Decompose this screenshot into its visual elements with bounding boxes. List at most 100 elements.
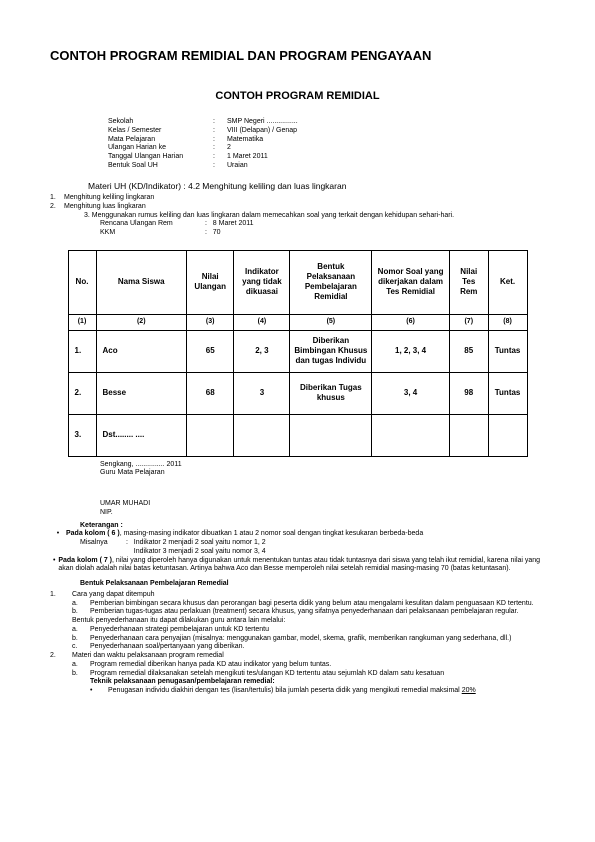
p1: Cara yang dapat ditempuh [72, 591, 155, 600]
cell-rem: 98 [449, 372, 488, 414]
sig-nip: NIP. [100, 509, 545, 518]
colnum: (8) [488, 314, 527, 330]
cell-rem [449, 414, 488, 456]
info-value: 2 [227, 144, 231, 153]
num: c. [72, 643, 90, 652]
sig-name: UMAR MUHADI [100, 500, 545, 509]
th-rem: Nilai Tes Rem [449, 250, 488, 314]
cell-bentuk [290, 414, 372, 456]
cell-rem: 85 [449, 330, 488, 372]
p2a: Program remedial diberikan hanya pada KD… [90, 661, 331, 670]
cell-no: 2. [68, 372, 96, 414]
info-value: Matematika [227, 136, 263, 145]
num: a. [72, 661, 90, 670]
bullet-icon: • [50, 530, 66, 539]
colnum: (4) [234, 314, 290, 330]
keterangan: Keterangan : •Pada kolom ( 6 ), masing-m… [50, 522, 545, 696]
info-label: Bentuk Soal UH [108, 162, 213, 171]
cell-no: 3. [68, 414, 96, 456]
num: 1. [50, 194, 64, 203]
th-ind: Indikator yang tidak dikuasai [234, 250, 290, 314]
misal-2: Indikator 3 menjadi 2 soal yaitu nomor 3… [128, 548, 266, 557]
num: 2. [50, 652, 72, 661]
colnum: (5) [290, 314, 372, 330]
colnum: (3) [187, 314, 234, 330]
bullet-icon: • [50, 557, 58, 575]
cell-ket: Tuntas [488, 372, 527, 414]
info-value: 1 Maret 2011 [227, 153, 268, 162]
cell-ket: Tuntas [488, 330, 527, 372]
info-label: Sekolah [108, 118, 213, 127]
indicator-list: 1.Menghitung keliling lingkaran 2.Menghi… [50, 194, 545, 212]
num: a. [72, 626, 90, 635]
rencana-label: Rencana Ulangan Rem [100, 220, 205, 229]
tek-title: Teknik pelaksanaan penugasan/pembelajara… [90, 678, 275, 685]
th-nomor: Nomor Soal yang dikerjakan dalam Tes Rem… [372, 250, 450, 314]
info-value: Uraian [227, 162, 248, 171]
indicator-sub3: 3. Menggunakan rumus keliling dan luas l… [84, 212, 545, 221]
tek-bullet: Penugasan individu diakhiri dengan tes (… [108, 687, 476, 696]
p1cb: Penyederhanaan cara penyajian (misalnya:… [90, 635, 511, 644]
main-title: CONTOH PROGRAM REMIDIAL DAN PROGRAM PENG… [50, 48, 545, 64]
ket-b2: Pada kolom ( 7 ), nilai yang diperoleh h… [58, 557, 545, 575]
info-value: VIII (Delapan) / Genap [227, 127, 297, 136]
colnum: (6) [372, 314, 450, 330]
info-value: SMP Negeri ................ [227, 118, 298, 127]
sig-role: Guru Mata Pelajaran [100, 469, 545, 478]
th-ket: Ket. [488, 250, 527, 314]
colon: : [213, 118, 227, 127]
bullet-icon: • [90, 687, 108, 696]
colon: : [205, 229, 213, 238]
p1a: Pemberian bimbingan secara khusus dan pe… [90, 600, 534, 609]
cell-ind: 2, 3 [234, 330, 290, 372]
indicator-item: Menghitung keliling lingkaran [64, 194, 154, 203]
cell-nilai: 65 [187, 330, 234, 372]
th-bentuk: Bentuk Pelaksanaan Pembelajaran Remidial [290, 250, 372, 314]
colon: : [213, 127, 227, 136]
cell-nomor [372, 414, 450, 456]
num: b. [72, 635, 90, 644]
cell-nilai [187, 414, 234, 456]
bpr-title: Bentuk Pelaksanaan Pembelajaran Remedial [80, 580, 545, 589]
kkm-label: KKM [100, 229, 205, 238]
kkm-value: 70 [213, 229, 221, 238]
sub-title: CONTOH PROGRAM REMIDIAL [50, 90, 545, 104]
cell-ket [488, 414, 527, 456]
cell-bentuk: Diberikan Tugas khusus [290, 372, 372, 414]
colnum: (1) [68, 314, 96, 330]
p1-after: Bentuk penyederhanaan itu dapat dilakuka… [72, 617, 545, 626]
colon: : [213, 153, 227, 162]
p1ca: Penyederhanaan strategi pembelajaran unt… [90, 626, 269, 635]
cell-no: 1. [68, 330, 96, 372]
num: a. [72, 600, 90, 609]
num: b. [72, 608, 90, 617]
info-label: Ulangan Harian ke [108, 144, 213, 153]
indicator-item: Menghitung luas lingkaran [64, 203, 146, 212]
th-nama: Nama Siswa [96, 250, 187, 314]
cell-nama: Dst........ .... [96, 414, 187, 456]
ket-title: Keterangan : [80, 522, 123, 529]
cell-nomor: 3, 4 [372, 372, 450, 414]
cell-nama: Besse [96, 372, 187, 414]
colon: : [205, 220, 213, 229]
remedial-table: No. Nama Siswa Nilai Ulangan Indikator y… [68, 250, 528, 457]
p1cc: Penyederhanaan soal/pertanyaan yang dibe… [90, 643, 245, 652]
colon: : [213, 162, 227, 171]
colnum: (7) [449, 314, 488, 330]
rencana-value: 8 Maret 2011 [213, 220, 254, 229]
cell-bentuk: Diberikan Bimbingan Khusus dan tugas Ind… [290, 330, 372, 372]
p1b: Pemberian tugas-tugas atau perlakuan (tr… [90, 608, 518, 617]
cell-ind [234, 414, 290, 456]
colon: : [213, 144, 227, 153]
num: 1. [50, 591, 72, 600]
colon: : [213, 136, 227, 145]
materi-line: Materi UH (KD/Indikator) : 4.2 Menghitun… [88, 181, 545, 192]
misal-label: Misalnya [80, 539, 126, 548]
p2b: Program remedial dilaksanakan setelah me… [90, 670, 444, 679]
th-no: No. [68, 250, 96, 314]
misal-1: Indikator 2 menjadi 2 soal yaitu nomor 1… [128, 539, 266, 548]
ket-b1: Pada kolom ( 6 ), masing-masing indikato… [66, 530, 423, 539]
info-label: Mata Pelajaran [108, 136, 213, 145]
sig-place: Sengkang, ............... 2011 [100, 461, 545, 470]
cell-nama: Aco [96, 330, 187, 372]
